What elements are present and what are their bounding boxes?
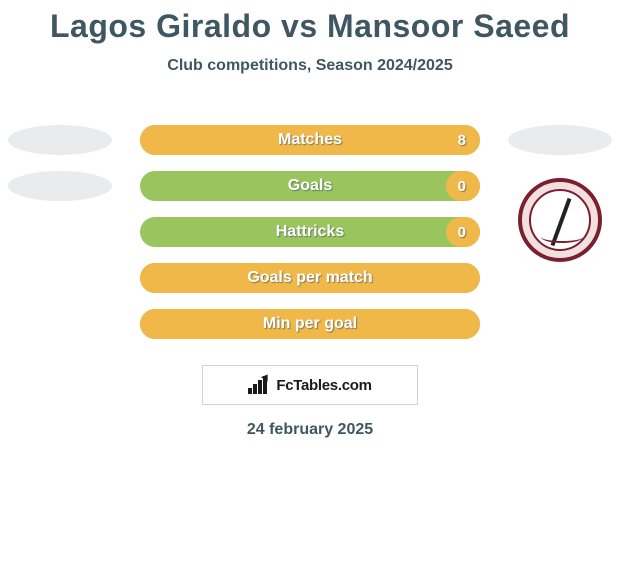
club-badge-right <box>518 178 602 262</box>
page-title: Lagos Giraldo vs Mansoor Saeed <box>0 0 620 45</box>
stat-label: Goals <box>140 177 480 195</box>
player-a-placeholder-icon <box>8 171 112 201</box>
comparison-card: Lagos Giraldo vs Mansoor Saeed Club comp… <box>0 0 620 580</box>
player-a-name: Lagos Giraldo <box>50 8 272 44</box>
vs-separator: vs <box>281 8 318 44</box>
stat-bar: Min per goal <box>140 309 480 339</box>
stat-value-right: 0 <box>458 178 466 195</box>
stat-value-right: 0 <box>458 224 466 241</box>
stat-bar: Goals0 <box>140 171 480 201</box>
stat-value-right: 8 <box>458 132 466 149</box>
player-a-placeholder-icon <box>8 125 112 155</box>
stat-bar: Goals per match <box>140 263 480 293</box>
subtitle: Club competitions, Season 2024/2025 <box>0 57 620 75</box>
brand-box[interactable]: FcTables.com <box>202 365 418 405</box>
stat-label: Hattricks <box>140 223 480 241</box>
date-text: 24 february 2025 <box>0 421 620 439</box>
stat-row: Goals per match <box>0 255 620 301</box>
brand-text: FcTables.com <box>276 377 371 394</box>
stat-label: Matches <box>140 131 480 149</box>
player-b-name: Mansoor Saeed <box>327 8 570 44</box>
stat-label: Min per goal <box>140 315 480 333</box>
player-b-placeholder-icon <box>508 125 612 155</box>
stat-bar: Matches8 <box>140 125 480 155</box>
club-badge-inner <box>529 189 591 251</box>
chart-arrow-icon <box>248 376 270 394</box>
stat-row: Min per goal <box>0 301 620 347</box>
stat-bar: Hattricks0 <box>140 217 480 247</box>
stat-label: Goals per match <box>140 269 480 287</box>
